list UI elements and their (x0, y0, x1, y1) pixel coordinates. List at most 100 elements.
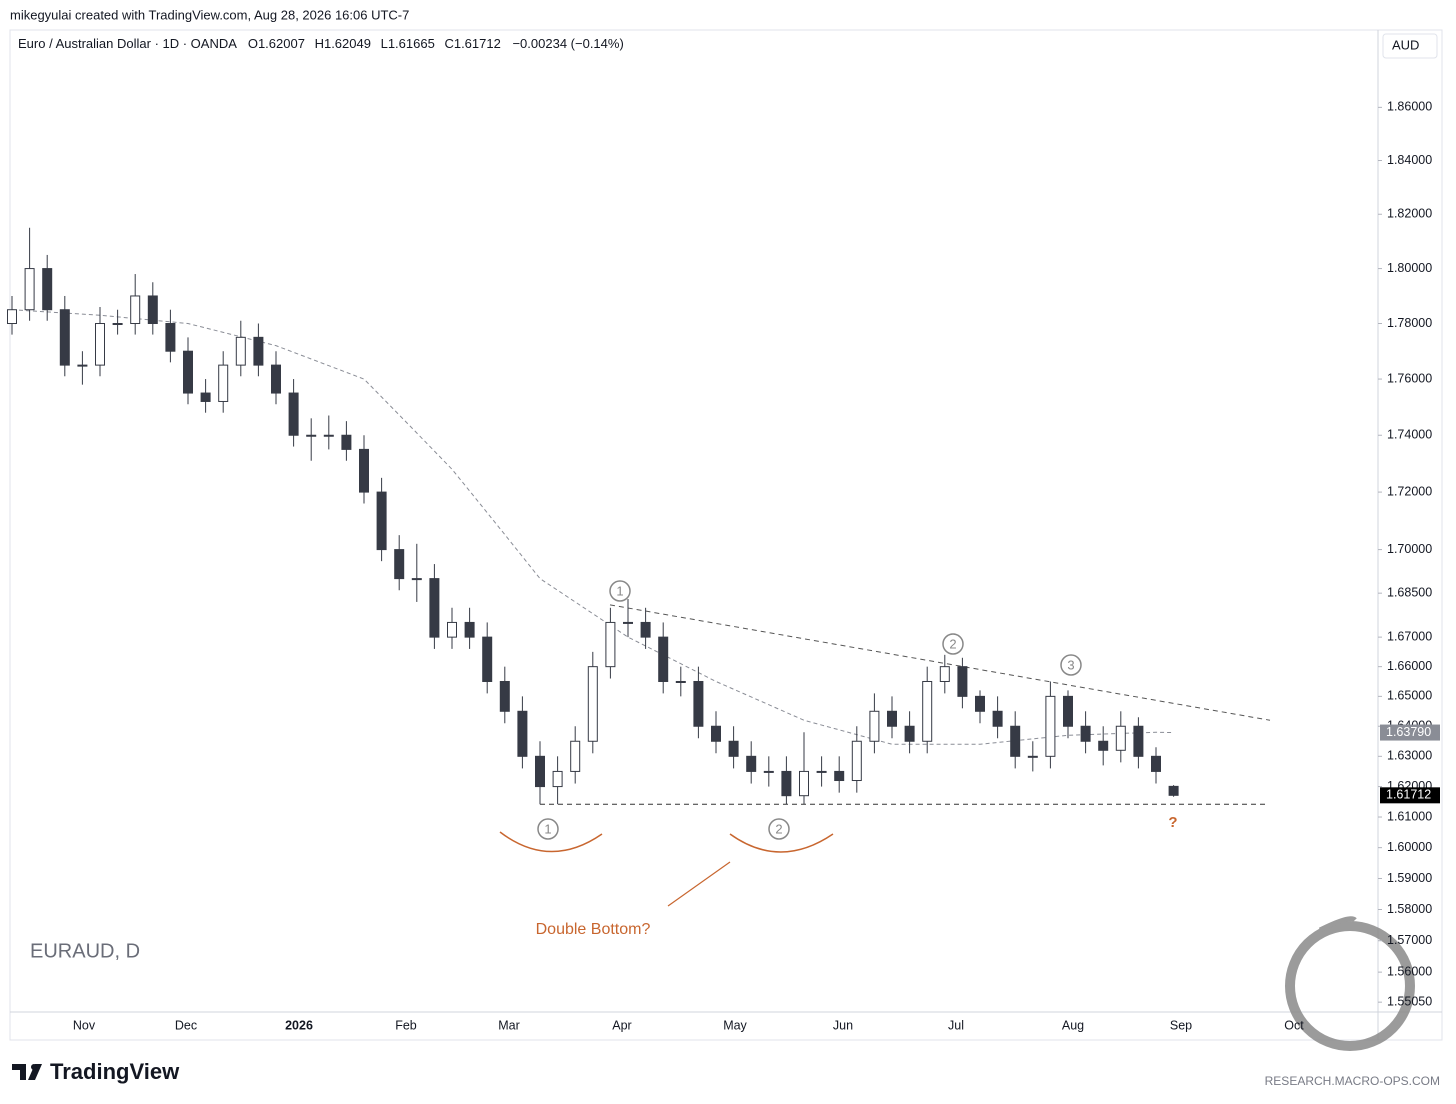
bottom-arc (729, 833, 834, 853)
candle-body (1027, 755, 1038, 758)
y-tick-label: 1.82000 (1387, 207, 1432, 221)
candle-body (447, 621, 457, 638)
wave-circle (1060, 654, 1082, 676)
candle-body (429, 578, 440, 638)
last-price-badge (1380, 787, 1440, 804)
pointer-line (667, 861, 731, 907)
x-tick-label: Apr (612, 1018, 631, 1032)
symbol-title: Euro / Australian Dollar · 1D · OANDA (18, 36, 237, 51)
candle-body (306, 434, 317, 437)
candle-body (130, 295, 141, 325)
wave-circle (942, 633, 964, 655)
ohlc-prefix: C (444, 36, 453, 51)
candle-body (271, 364, 281, 394)
y-tick-label: 1.60000 (1387, 840, 1432, 854)
wave-circle (768, 818, 790, 840)
candle-body (623, 621, 633, 624)
candle-body (605, 621, 616, 668)
change: −0.00234 (−0.14%) (512, 36, 623, 51)
y-tick-label: 1.55050 (1387, 994, 1432, 1008)
candle-body (517, 710, 528, 757)
wave-label: 1 (544, 821, 551, 836)
y-tick-label: 1.65000 (1387, 689, 1432, 703)
y-tick-label: 1.74000 (1387, 428, 1432, 442)
brand-icon-dot[interactable] (31, 1064, 37, 1070)
candle-body (587, 666, 598, 742)
last-price-label: 1.61712 (1386, 788, 1431, 802)
frame (9, 29, 1443, 1041)
candle-body (1098, 740, 1109, 751)
candle-body (1133, 725, 1144, 757)
brand[interactable]: TradingView (50, 1059, 180, 1084)
brand-icon[interactable] (12, 1064, 42, 1080)
pattern-label: Double Bottom? (536, 921, 651, 938)
candle-body (341, 434, 352, 450)
candle-body (781, 770, 792, 797)
candle-body (112, 323, 123, 326)
candle-body (1080, 725, 1091, 742)
watermark: EURAUD, D (30, 940, 140, 962)
candle-body (253, 336, 264, 366)
candle-body (904, 725, 915, 742)
y-tick-label: 1.59000 (1387, 871, 1432, 885)
y-tick-label: 1.78000 (1387, 316, 1432, 330)
candle-body (922, 680, 933, 742)
candle-body (464, 621, 475, 638)
x-tick-label: Feb (395, 1018, 417, 1032)
logo-tail (1318, 916, 1357, 933)
wave-circle (609, 580, 631, 602)
brand-logo[interactable]: TradingView (12, 1059, 180, 1084)
ohlc-prefix: H (315, 36, 324, 51)
wave-label: 3 (1067, 657, 1074, 672)
candle-body (200, 392, 211, 402)
candle-body (693, 680, 704, 727)
currency[interactable]: AUD (1392, 37, 1419, 52)
candle-body (975, 695, 985, 712)
x-tick-label: Nov (73, 1018, 96, 1032)
source: RESEARCH.MACRO-OPS.COM (1265, 1074, 1440, 1088)
wave-label: 1 (616, 583, 623, 598)
candle-body (711, 725, 721, 742)
plot-area: 1 2 3 1 2 Double Bottom?? (7, 227, 1271, 938)
x-tick-label: Jun (833, 1018, 853, 1032)
y-tick-label: 1.80000 (1387, 261, 1432, 275)
candle-body (482, 636, 493, 682)
candle-body (763, 770, 774, 773)
ohlc-prefix: L (381, 36, 388, 51)
y-tick-label: 1.76000 (1387, 371, 1432, 385)
candle-body (640, 621, 651, 638)
y-tick-label: 1.86000 (1387, 100, 1432, 114)
candle-body (165, 323, 176, 352)
legend-line: Euro / Australian Dollar · 1D · OANDA O1… (18, 36, 624, 51)
bottom-arc (499, 831, 603, 853)
ma-badge-label: 1.63790 (1386, 725, 1431, 739)
wave-label: 2 (775, 821, 782, 836)
candle-body (24, 268, 35, 311)
candle-body (957, 666, 968, 697)
candle-body (851, 740, 862, 782)
x-tick-label: 2026 (285, 1018, 313, 1032)
ohlc-prefix: O (248, 36, 258, 51)
y-tick-label: 1.61000 (1387, 809, 1432, 823)
resistance-line (609, 604, 1271, 721)
candle-body (552, 770, 563, 788)
y-tick-label: 1.57000 (1387, 933, 1432, 947)
ma-badge (1380, 724, 1440, 741)
candle-body (728, 740, 739, 757)
candle-body (1151, 755, 1161, 772)
y-tick-label: 1.58000 (1387, 902, 1432, 916)
candle-body (869, 710, 880, 742)
y-tick-label: 1.56000 (1387, 964, 1432, 978)
candle-body (1115, 725, 1126, 751)
y-tick-label: 1.84000 (1387, 153, 1432, 167)
candle-body (95, 323, 105, 366)
candle-body (394, 549, 405, 580)
candle-body (59, 309, 70, 366)
currency-box[interactable] (1382, 33, 1438, 59)
candle-body (1045, 695, 1056, 757)
y-tick-label: 1.68500 (1387, 585, 1432, 599)
candle-body (535, 755, 545, 788)
candle-body (7, 309, 17, 325)
candle-body (675, 680, 686, 683)
